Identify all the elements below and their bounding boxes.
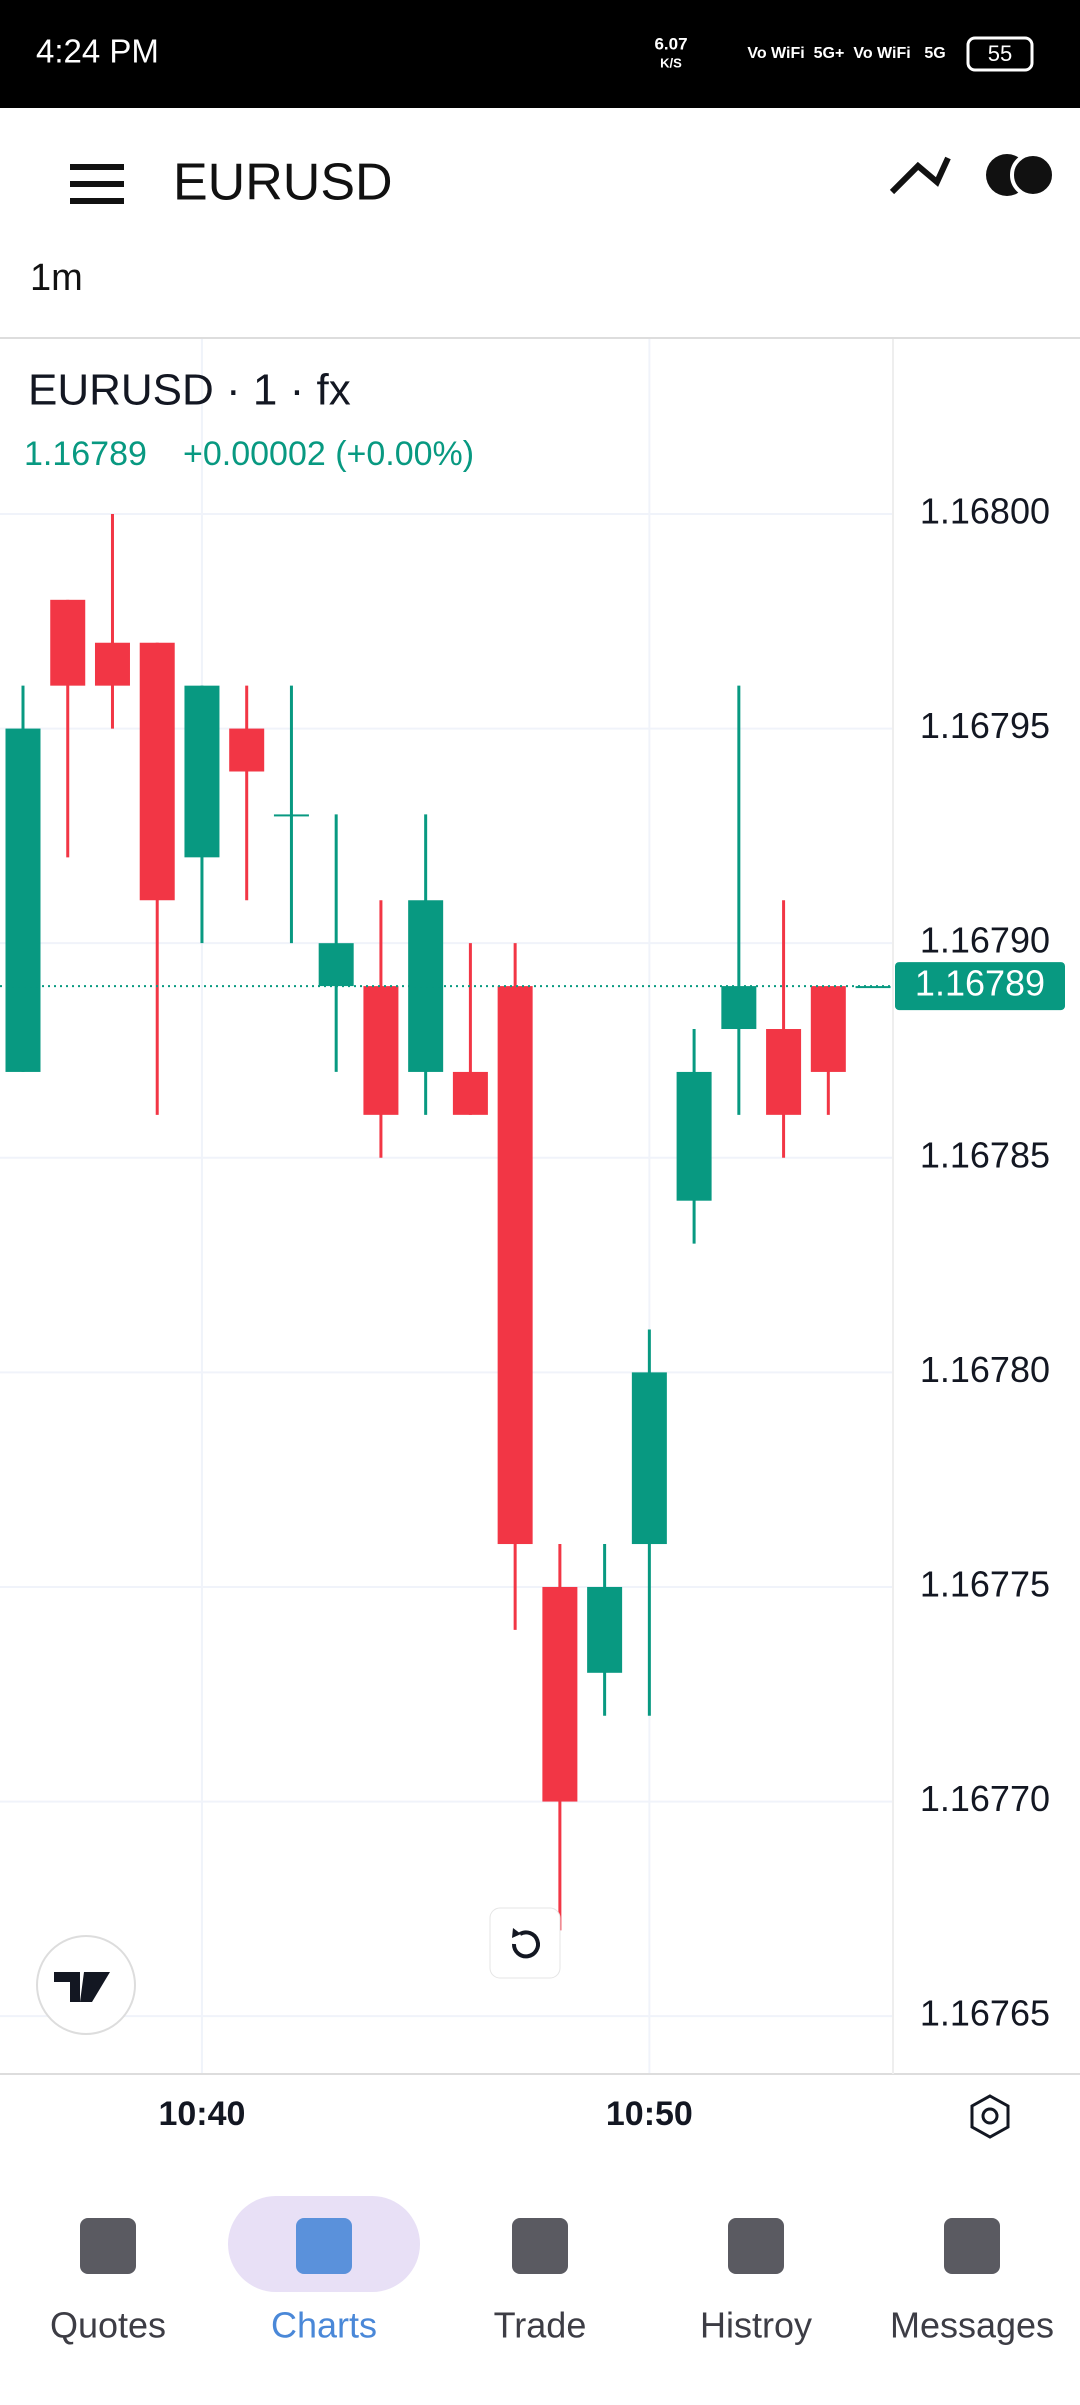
y-tick-label: 1.16770 [920,1778,1050,1819]
nav-icon[interactable] [728,2218,784,2274]
symbol-title[interactable]: EURUSD [173,154,393,212]
settings-icon[interactable] [970,2094,1010,2139]
candle-body [497,986,533,1545]
candle-body [676,1071,712,1201]
candle-body [318,943,354,987]
candle-body [139,642,175,901]
y-tick-label: 1.16785 [920,1134,1050,1175]
logo-button[interactable] [36,1935,136,2035]
menu-icon[interactable] [70,164,124,204]
battery-icon [966,36,1034,72]
x-tick-label: 10:40 [158,2095,245,2133]
last-price-label: 1.16789 [915,963,1045,1004]
status-indicator: 5G [924,45,945,62]
status-bar [0,0,1080,108]
candle-body [363,986,399,1115]
y-tick-label: 1.16795 [920,705,1050,746]
chart-type-icon[interactable] [889,156,951,195]
candle-body [229,728,265,772]
candle-body [587,1586,623,1673]
last-price-marker [895,962,1065,1011]
y-tick-label: 1.16775 [920,1563,1050,1604]
status-indicator: Vo WiFi [747,45,804,62]
candle-body [273,814,309,817]
quote-price: 1.16789 [24,435,147,473]
compare-icon[interactable] [986,152,1056,198]
y-tick-label: 1.16790 [920,920,1050,961]
candle-body [631,1372,667,1545]
candle-body [721,986,757,1030]
y-tick-label: 1.16800 [920,490,1050,531]
candle-body [855,986,891,989]
interval[interactable]: 1m [30,257,83,299]
nav-label[interactable]: Histroy [700,2305,812,2346]
candle-body [50,599,86,686]
x-tick-label: 10:50 [606,2095,693,2133]
candle-body [5,728,41,1072]
candle-body [766,1029,802,1115]
net-speed-unit: K/S [660,55,682,70]
status-indicator: 5G+ [814,45,845,62]
nav-icon[interactable] [80,2218,136,2274]
battery-level: 55 [988,41,1012,66]
net-speed: 6.07 [654,34,687,53]
candle-body [542,1586,578,1802]
status-time: 4:24 PM [36,33,159,70]
nav-icon[interactable] [512,2218,568,2274]
candle-body [810,986,846,1072]
nav-label[interactable]: Charts [271,2305,377,2346]
chart-title: EURUSD · 1 · fx [28,366,351,415]
y-tick-label: 1.16780 [920,1349,1050,1390]
y-tick-label: 1.16765 [920,1993,1050,2034]
candle-body [184,685,220,858]
nav-label[interactable]: Quotes [50,2305,166,2346]
candle-body [94,642,130,686]
candle-body [452,1071,488,1115]
nav-label[interactable]: Messages [890,2305,1054,2346]
nav-icon[interactable] [296,2218,352,2274]
nav-icon[interactable] [944,2218,1000,2274]
status-indicator: Vo WiFi [853,45,910,62]
candle-body [408,900,444,1072]
quote-change: +0.00002 (+0.00%) [183,435,474,473]
nav-label[interactable]: Trade [494,2305,587,2346]
reset-button[interactable] [489,1907,561,1979]
